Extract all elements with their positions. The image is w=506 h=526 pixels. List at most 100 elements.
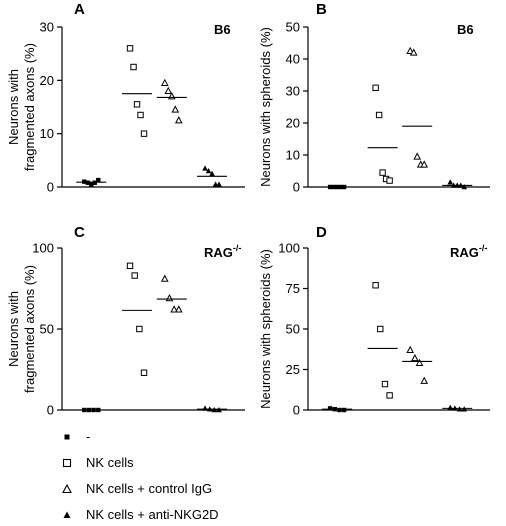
data-point xyxy=(216,181,222,187)
data-point xyxy=(386,392,393,399)
data-point xyxy=(420,160,429,168)
legend-item-untreated: - xyxy=(60,428,380,448)
strain-label: B6 xyxy=(214,22,231,37)
data-group xyxy=(442,179,473,190)
chart-panel-b: 0 10 20 30 40 50 Neurons with spheroids (%) B B6 xyxy=(258,1,490,195)
y-tick-label: 25 xyxy=(286,362,300,377)
data-point xyxy=(409,48,418,56)
data-group xyxy=(122,262,153,376)
data-group xyxy=(402,345,433,384)
data-point xyxy=(406,46,415,54)
data-point xyxy=(133,101,141,108)
data-point xyxy=(372,84,379,91)
y-tick-label: 50 xyxy=(286,20,300,35)
y-tick-label: 10 xyxy=(286,148,300,163)
data-point xyxy=(381,380,389,388)
data-group xyxy=(76,177,107,187)
strain-superscript: -/- xyxy=(479,243,488,253)
panel-letter: A xyxy=(74,1,85,18)
data-point xyxy=(372,282,379,289)
data-point xyxy=(89,182,94,187)
open-square-marker-icon xyxy=(62,458,72,468)
legend-label: NK cells + control IgG xyxy=(86,481,213,496)
data-point xyxy=(212,181,219,187)
panel-letter: B xyxy=(316,1,327,18)
data-point xyxy=(126,45,134,52)
chart-panel-d: 0 25 50 75 100 Neurons with spheroids (%) D RAG… xyxy=(258,224,490,418)
legend-label: NK cells + anti-NKG2D xyxy=(86,507,219,522)
data-point xyxy=(160,78,169,86)
data-group xyxy=(442,404,473,412)
data-point xyxy=(165,293,174,302)
legend-item-nk-cells: NK cells xyxy=(60,454,380,474)
y-axis-label: Neurons with spheroids (%) xyxy=(258,27,273,187)
y-tick-label: 20 xyxy=(286,116,300,131)
data-point xyxy=(377,325,384,333)
data-point xyxy=(131,272,138,279)
y-axis-label-line: fragmented axons (%) xyxy=(22,265,37,393)
data-point xyxy=(140,130,148,137)
data-point xyxy=(174,116,183,124)
y-tick-label: 0 xyxy=(47,403,54,418)
data-point xyxy=(205,168,212,174)
strain-label: RAG-/- xyxy=(450,243,487,260)
data-group xyxy=(197,405,228,413)
data-point xyxy=(327,406,333,411)
panel-letter: C xyxy=(74,224,85,241)
y-axis-label-line: Neurons with xyxy=(6,69,21,145)
y-tick-label: 20 xyxy=(40,73,54,88)
y-tick-label: 30 xyxy=(40,20,54,35)
data-group xyxy=(322,184,353,190)
data-point xyxy=(406,345,415,354)
data-point xyxy=(411,353,419,362)
data-point xyxy=(130,63,137,71)
data-group xyxy=(322,406,353,413)
legend-label: - xyxy=(86,429,91,444)
data-point xyxy=(171,105,180,113)
data-point xyxy=(202,405,208,411)
data-group xyxy=(402,46,433,168)
data-point xyxy=(209,170,215,176)
data-point xyxy=(140,369,148,376)
data-group xyxy=(122,45,153,137)
y-axis-label-line: Neurons with xyxy=(6,291,21,367)
strain-label: B6 xyxy=(457,22,474,37)
y-tick-label: 10 xyxy=(40,126,54,141)
data-point xyxy=(137,111,144,119)
data-group xyxy=(76,407,107,413)
data-point xyxy=(386,177,393,184)
data-point xyxy=(415,358,424,367)
data-group xyxy=(367,282,398,399)
chart-panel-c: 0 50 100 Neurons withfragmented axons (%) C R… xyxy=(6,224,245,418)
strain-superscript: -/- xyxy=(233,243,242,253)
data-point xyxy=(379,169,386,176)
y-axis-label-line: fragmented axons (%) xyxy=(22,43,37,171)
data-point xyxy=(461,184,468,190)
legend-item-nk-control-igg: NK cells + control IgG xyxy=(60,480,380,500)
data-point xyxy=(337,407,342,413)
y-axis-label: Neurons withfragmented axons (%) xyxy=(6,43,37,171)
y-tick-label: 40 xyxy=(286,52,300,67)
y-tick-label: 50 xyxy=(40,322,54,337)
data-point xyxy=(202,165,208,171)
data-point xyxy=(96,177,101,183)
y-tick-label: 75 xyxy=(286,281,300,296)
data-group xyxy=(367,84,398,184)
y-tick-label: 100 xyxy=(32,241,54,256)
filled-triangle-marker-icon xyxy=(63,511,71,518)
data-group xyxy=(156,78,187,124)
data-point xyxy=(375,111,383,119)
data-point xyxy=(413,152,422,160)
data-point xyxy=(164,86,173,94)
data-group xyxy=(156,274,187,313)
data-point xyxy=(420,376,429,384)
filled-square-marker-icon xyxy=(64,434,70,440)
data-point xyxy=(447,404,454,410)
y-tick-label: 30 xyxy=(286,84,300,99)
data-group xyxy=(197,165,228,187)
y-tick-label: 0 xyxy=(293,403,300,418)
data-point xyxy=(170,305,178,313)
legend-label: NK cells xyxy=(86,455,134,470)
